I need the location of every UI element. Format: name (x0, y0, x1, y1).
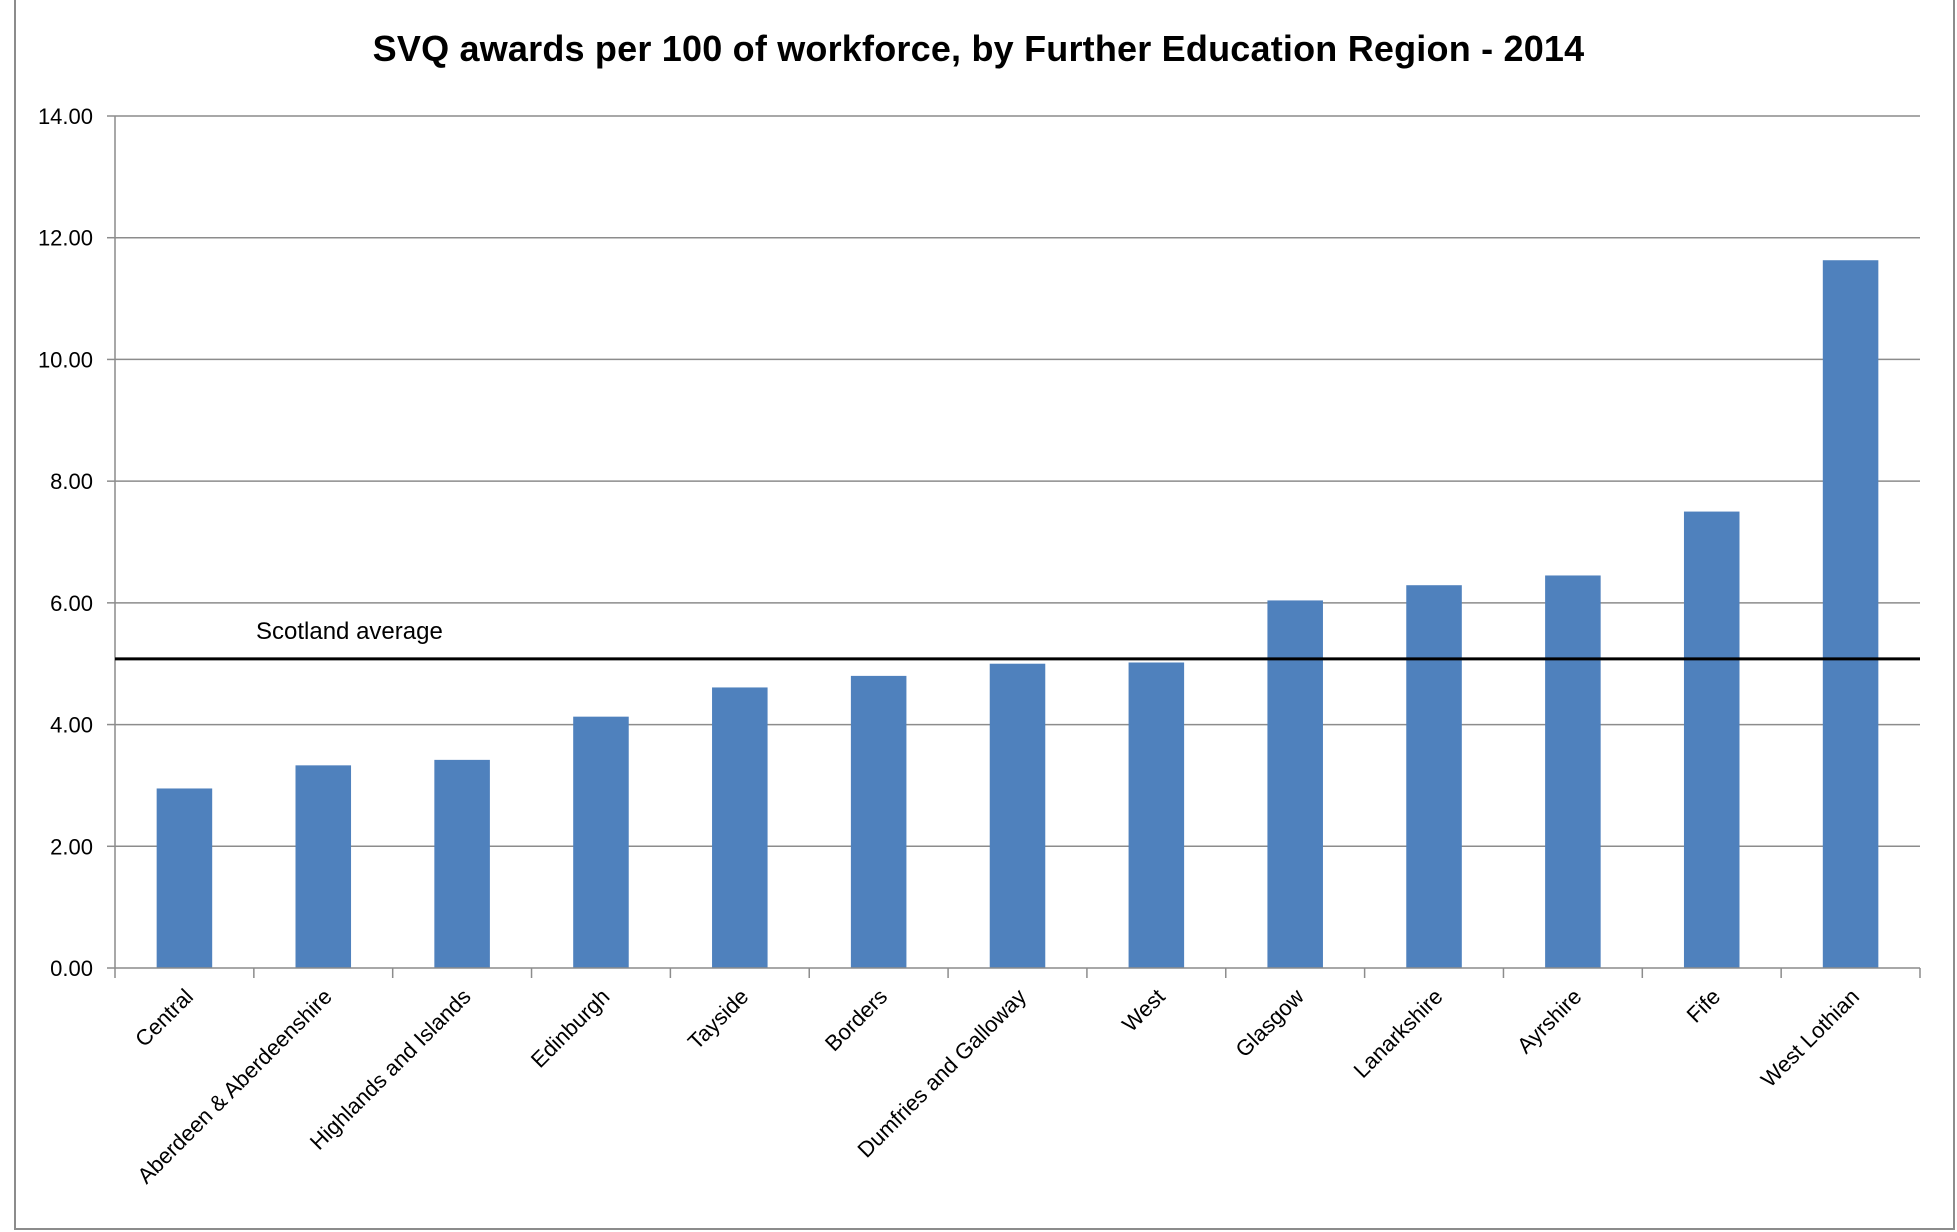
x-category-label: Tayside (683, 984, 753, 1054)
bar-west (1129, 662, 1185, 968)
y-tick-label: 2.00 (50, 834, 93, 859)
bar-lanarkshire (1406, 585, 1462, 968)
scotland-average-label: Scotland average (256, 618, 443, 645)
x-category-label: Glasgow (1231, 984, 1309, 1062)
y-tick-label: 12.00 (38, 226, 93, 251)
y-tick-label: 14.00 (38, 104, 93, 129)
x-category-label: Lanarkshire (1349, 984, 1448, 1083)
x-category-label: Edinburgh (526, 984, 615, 1073)
x-category-label: West (1117, 984, 1170, 1037)
bar-dumfries-and-galloway (990, 664, 1046, 968)
bar-layer (157, 260, 1879, 968)
y-tick-label: 0.00 (50, 956, 93, 981)
y-tick-label: 10.00 (38, 347, 93, 372)
x-category-label: Ayrshire (1512, 984, 1586, 1058)
x-category-label: Fife (1682, 984, 1726, 1028)
y-tick-label: 8.00 (50, 469, 93, 494)
reference-layer: Scotland average (115, 618, 1920, 659)
bar-fife (1684, 512, 1740, 968)
x-category-label: Central (130, 984, 198, 1052)
y-tick-label: 4.00 (50, 713, 93, 738)
y-tick-label: 6.00 (50, 591, 93, 616)
bar-west-lothian (1823, 260, 1879, 968)
bar-tayside (712, 687, 768, 968)
x-category-label: West Lothian (1756, 984, 1864, 1092)
bar-highlands-and-islands (434, 760, 490, 968)
bar-ayrshire (1545, 575, 1601, 968)
bar-aberdeen-aberdeenshire (296, 765, 352, 968)
bar-borders (851, 676, 907, 968)
bar-central (157, 788, 213, 968)
x-category-label: Borders (820, 984, 892, 1056)
x-category-label: Highlands and Islands (305, 984, 476, 1155)
bar-glasgow (1267, 600, 1323, 968)
bar-edinburgh (573, 717, 629, 968)
